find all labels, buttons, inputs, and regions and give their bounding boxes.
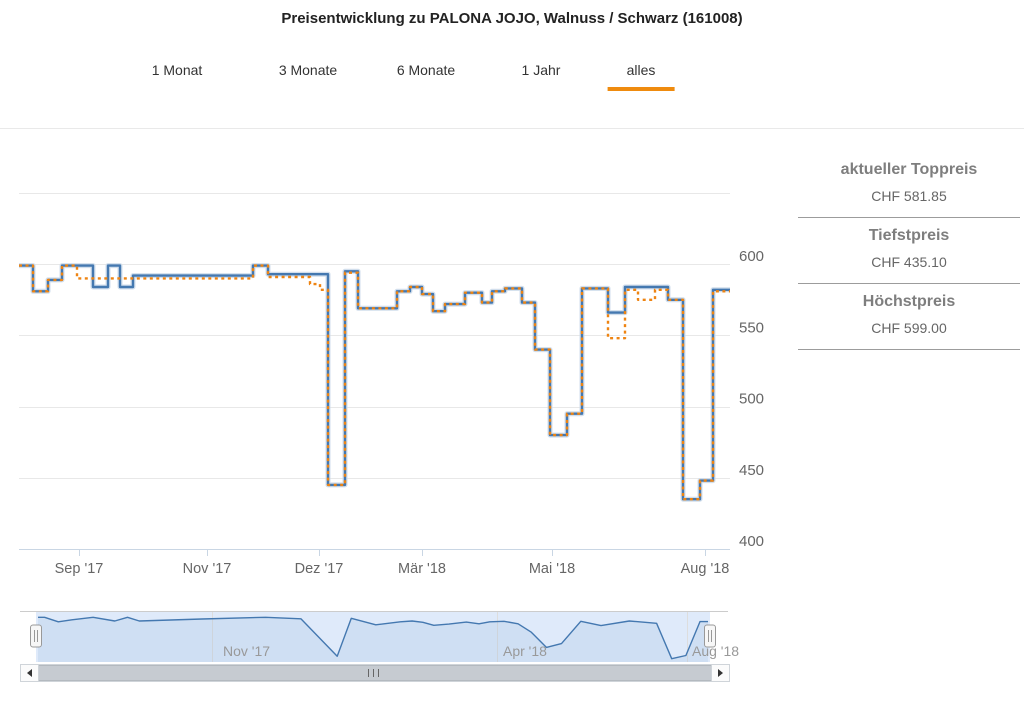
navigator-axis-label: Aug '18 bbox=[692, 643, 739, 659]
gridlines bbox=[19, 193, 730, 479]
y-axis-label: 550 bbox=[739, 319, 764, 336]
navigator-right-handle[interactable] bbox=[704, 624, 716, 648]
stat-label: Höchstpreis bbox=[862, 293, 956, 310]
navigator-axis-label: Apr '18 bbox=[503, 643, 547, 659]
price-series bbox=[19, 263, 730, 502]
scrollbar-thumb[interactable] bbox=[38, 665, 712, 681]
stat-value: CHF 435.10 bbox=[871, 254, 947, 270]
stat-value: CHF 599.00 bbox=[871, 320, 947, 336]
x-axis-label: Mai '18 bbox=[529, 561, 575, 577]
left-arrow-icon bbox=[27, 669, 32, 677]
y-axis-label: 500 bbox=[739, 391, 764, 408]
x-axis-label: Mär '18 bbox=[398, 561, 446, 577]
stat-lowest-price: Tiefstpreis CHF 435.10 bbox=[798, 218, 1020, 284]
stat-label: aktueller Toppreis bbox=[840, 161, 978, 178]
handle-grip-icon[interactable] bbox=[30, 624, 42, 648]
scrollbar-left-button[interactable] bbox=[20, 664, 39, 682]
y-axis-label: 400 bbox=[739, 533, 764, 550]
navigator-left-handle[interactable] bbox=[30, 624, 42, 648]
x-axis-label: Dez '17 bbox=[295, 561, 344, 577]
x-axis-label: Sep '17 bbox=[55, 561, 104, 577]
tab-1-monat[interactable]: 1 Monat bbox=[151, 62, 203, 78]
stat-current-top-price: aktueller Toppreis CHF 581.85 bbox=[798, 152, 1020, 218]
tab-6-monate[interactable]: 6 Monate bbox=[396, 62, 456, 78]
x-axis-label: Nov '17 bbox=[183, 561, 232, 577]
navigator-selection[interactable] bbox=[36, 611, 710, 662]
scrollbar bbox=[20, 664, 730, 682]
axes: Sep '17 Nov '17 Dez '17 Mär '18 Mai '18 Aug '… bbox=[19, 248, 764, 577]
scrollbar-right-button[interactable] bbox=[711, 664, 730, 682]
header-separator bbox=[0, 128, 1024, 129]
handle-grip-icon[interactable] bbox=[704, 624, 716, 648]
range-tabs: 1 Monat 3 Monate 6 Monate 1 Jahr alles bbox=[0, 62, 1024, 102]
stat-highest-price: Höchstpreis CHF 599.00 bbox=[798, 284, 1020, 350]
stat-label: Tiefstpreis bbox=[868, 227, 950, 244]
y-axis-label: 450 bbox=[739, 462, 764, 479]
tab-3-monate[interactable]: 3 Monate bbox=[278, 62, 338, 78]
price-stats-panel: aktueller Toppreis CHF 581.85 Tiefstprei… bbox=[798, 152, 1020, 350]
navigator-line bbox=[38, 616, 708, 660]
tab-alles[interactable]: alles bbox=[607, 62, 675, 91]
price-line-orange-dotted bbox=[19, 264, 730, 501]
chart-plot-area[interactable] bbox=[19, 150, 730, 549]
x-axis-label: Aug '18 bbox=[681, 561, 730, 577]
right-arrow-icon bbox=[718, 669, 723, 677]
y-axis-label: 600 bbox=[739, 248, 764, 265]
navigator-axis-label: Nov '17 bbox=[223, 643, 270, 659]
navigator-area-fill bbox=[38, 617, 708, 662]
stat-value: CHF 581.85 bbox=[871, 188, 947, 204]
page-title: Preisentwicklung zu PALONA JOJO, Walnuss… bbox=[281, 10, 743, 27]
navigator: Nov '17 Apr '18 Aug '18 bbox=[20, 611, 739, 662]
tab-1-jahr[interactable]: 1 Jahr bbox=[521, 62, 561, 78]
